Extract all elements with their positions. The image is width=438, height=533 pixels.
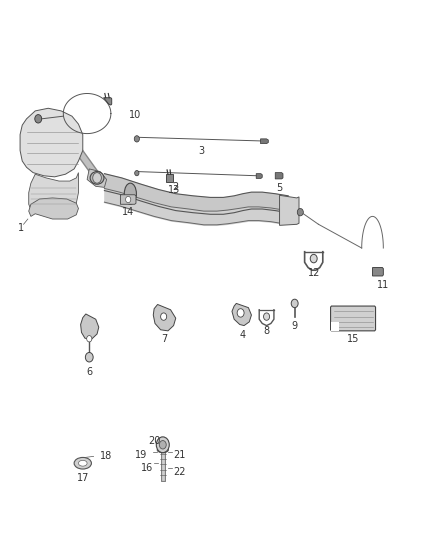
Polygon shape <box>153 304 176 331</box>
Polygon shape <box>29 198 78 219</box>
Circle shape <box>126 196 131 203</box>
Circle shape <box>310 254 317 263</box>
Text: 20: 20 <box>148 437 160 446</box>
Ellipse shape <box>157 447 168 453</box>
Polygon shape <box>279 195 299 225</box>
Circle shape <box>134 171 139 176</box>
Ellipse shape <box>74 457 92 469</box>
Text: 4: 4 <box>240 330 246 340</box>
Text: 15: 15 <box>347 334 359 344</box>
Polygon shape <box>331 306 375 331</box>
Text: 21: 21 <box>173 450 186 460</box>
Polygon shape <box>29 173 78 215</box>
Polygon shape <box>332 322 339 331</box>
Text: 6: 6 <box>86 367 92 377</box>
Text: 22: 22 <box>173 467 186 477</box>
Polygon shape <box>166 174 173 182</box>
Circle shape <box>156 437 169 453</box>
Polygon shape <box>120 195 136 204</box>
Text: 18: 18 <box>99 451 112 461</box>
Text: 19: 19 <box>135 450 148 460</box>
Text: 14: 14 <box>122 207 134 217</box>
Ellipse shape <box>124 183 136 204</box>
Text: 16: 16 <box>141 463 153 473</box>
Circle shape <box>35 115 42 123</box>
Circle shape <box>297 208 304 216</box>
Text: 7: 7 <box>161 334 168 344</box>
Text: 12: 12 <box>307 268 320 278</box>
Circle shape <box>159 441 166 449</box>
Polygon shape <box>81 314 99 340</box>
Polygon shape <box>372 268 383 276</box>
Text: 11: 11 <box>377 280 389 290</box>
Circle shape <box>85 352 93 362</box>
Text: 17: 17 <box>77 473 89 483</box>
Text: 5: 5 <box>276 183 283 193</box>
Text: 3: 3 <box>199 146 205 156</box>
Text: 13: 13 <box>167 185 180 195</box>
Polygon shape <box>232 303 251 326</box>
Circle shape <box>264 313 270 320</box>
Ellipse shape <box>90 172 104 184</box>
Ellipse shape <box>78 461 87 466</box>
Circle shape <box>87 336 92 342</box>
Circle shape <box>291 299 298 308</box>
Polygon shape <box>103 98 112 105</box>
Polygon shape <box>261 139 268 143</box>
Text: 1: 1 <box>18 223 24 233</box>
Polygon shape <box>20 108 83 177</box>
Circle shape <box>161 313 167 320</box>
Polygon shape <box>275 173 283 179</box>
Circle shape <box>93 173 101 183</box>
Text: 2: 2 <box>173 182 179 192</box>
Circle shape <box>134 136 139 142</box>
Text: 10: 10 <box>128 110 141 120</box>
Polygon shape <box>87 169 106 188</box>
Circle shape <box>237 309 244 317</box>
Text: 8: 8 <box>264 326 270 336</box>
Text: 9: 9 <box>292 321 298 332</box>
Polygon shape <box>256 174 262 179</box>
